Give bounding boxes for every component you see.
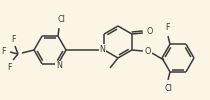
Text: F: F xyxy=(166,23,170,32)
Text: N: N xyxy=(56,61,62,70)
Text: N: N xyxy=(99,44,105,54)
Text: F: F xyxy=(12,34,16,44)
Text: Cl: Cl xyxy=(164,84,172,93)
Text: F: F xyxy=(7,62,11,72)
Text: O: O xyxy=(145,48,151,56)
Text: O: O xyxy=(147,28,153,36)
Text: F: F xyxy=(2,48,6,56)
Text: Cl: Cl xyxy=(57,15,65,24)
